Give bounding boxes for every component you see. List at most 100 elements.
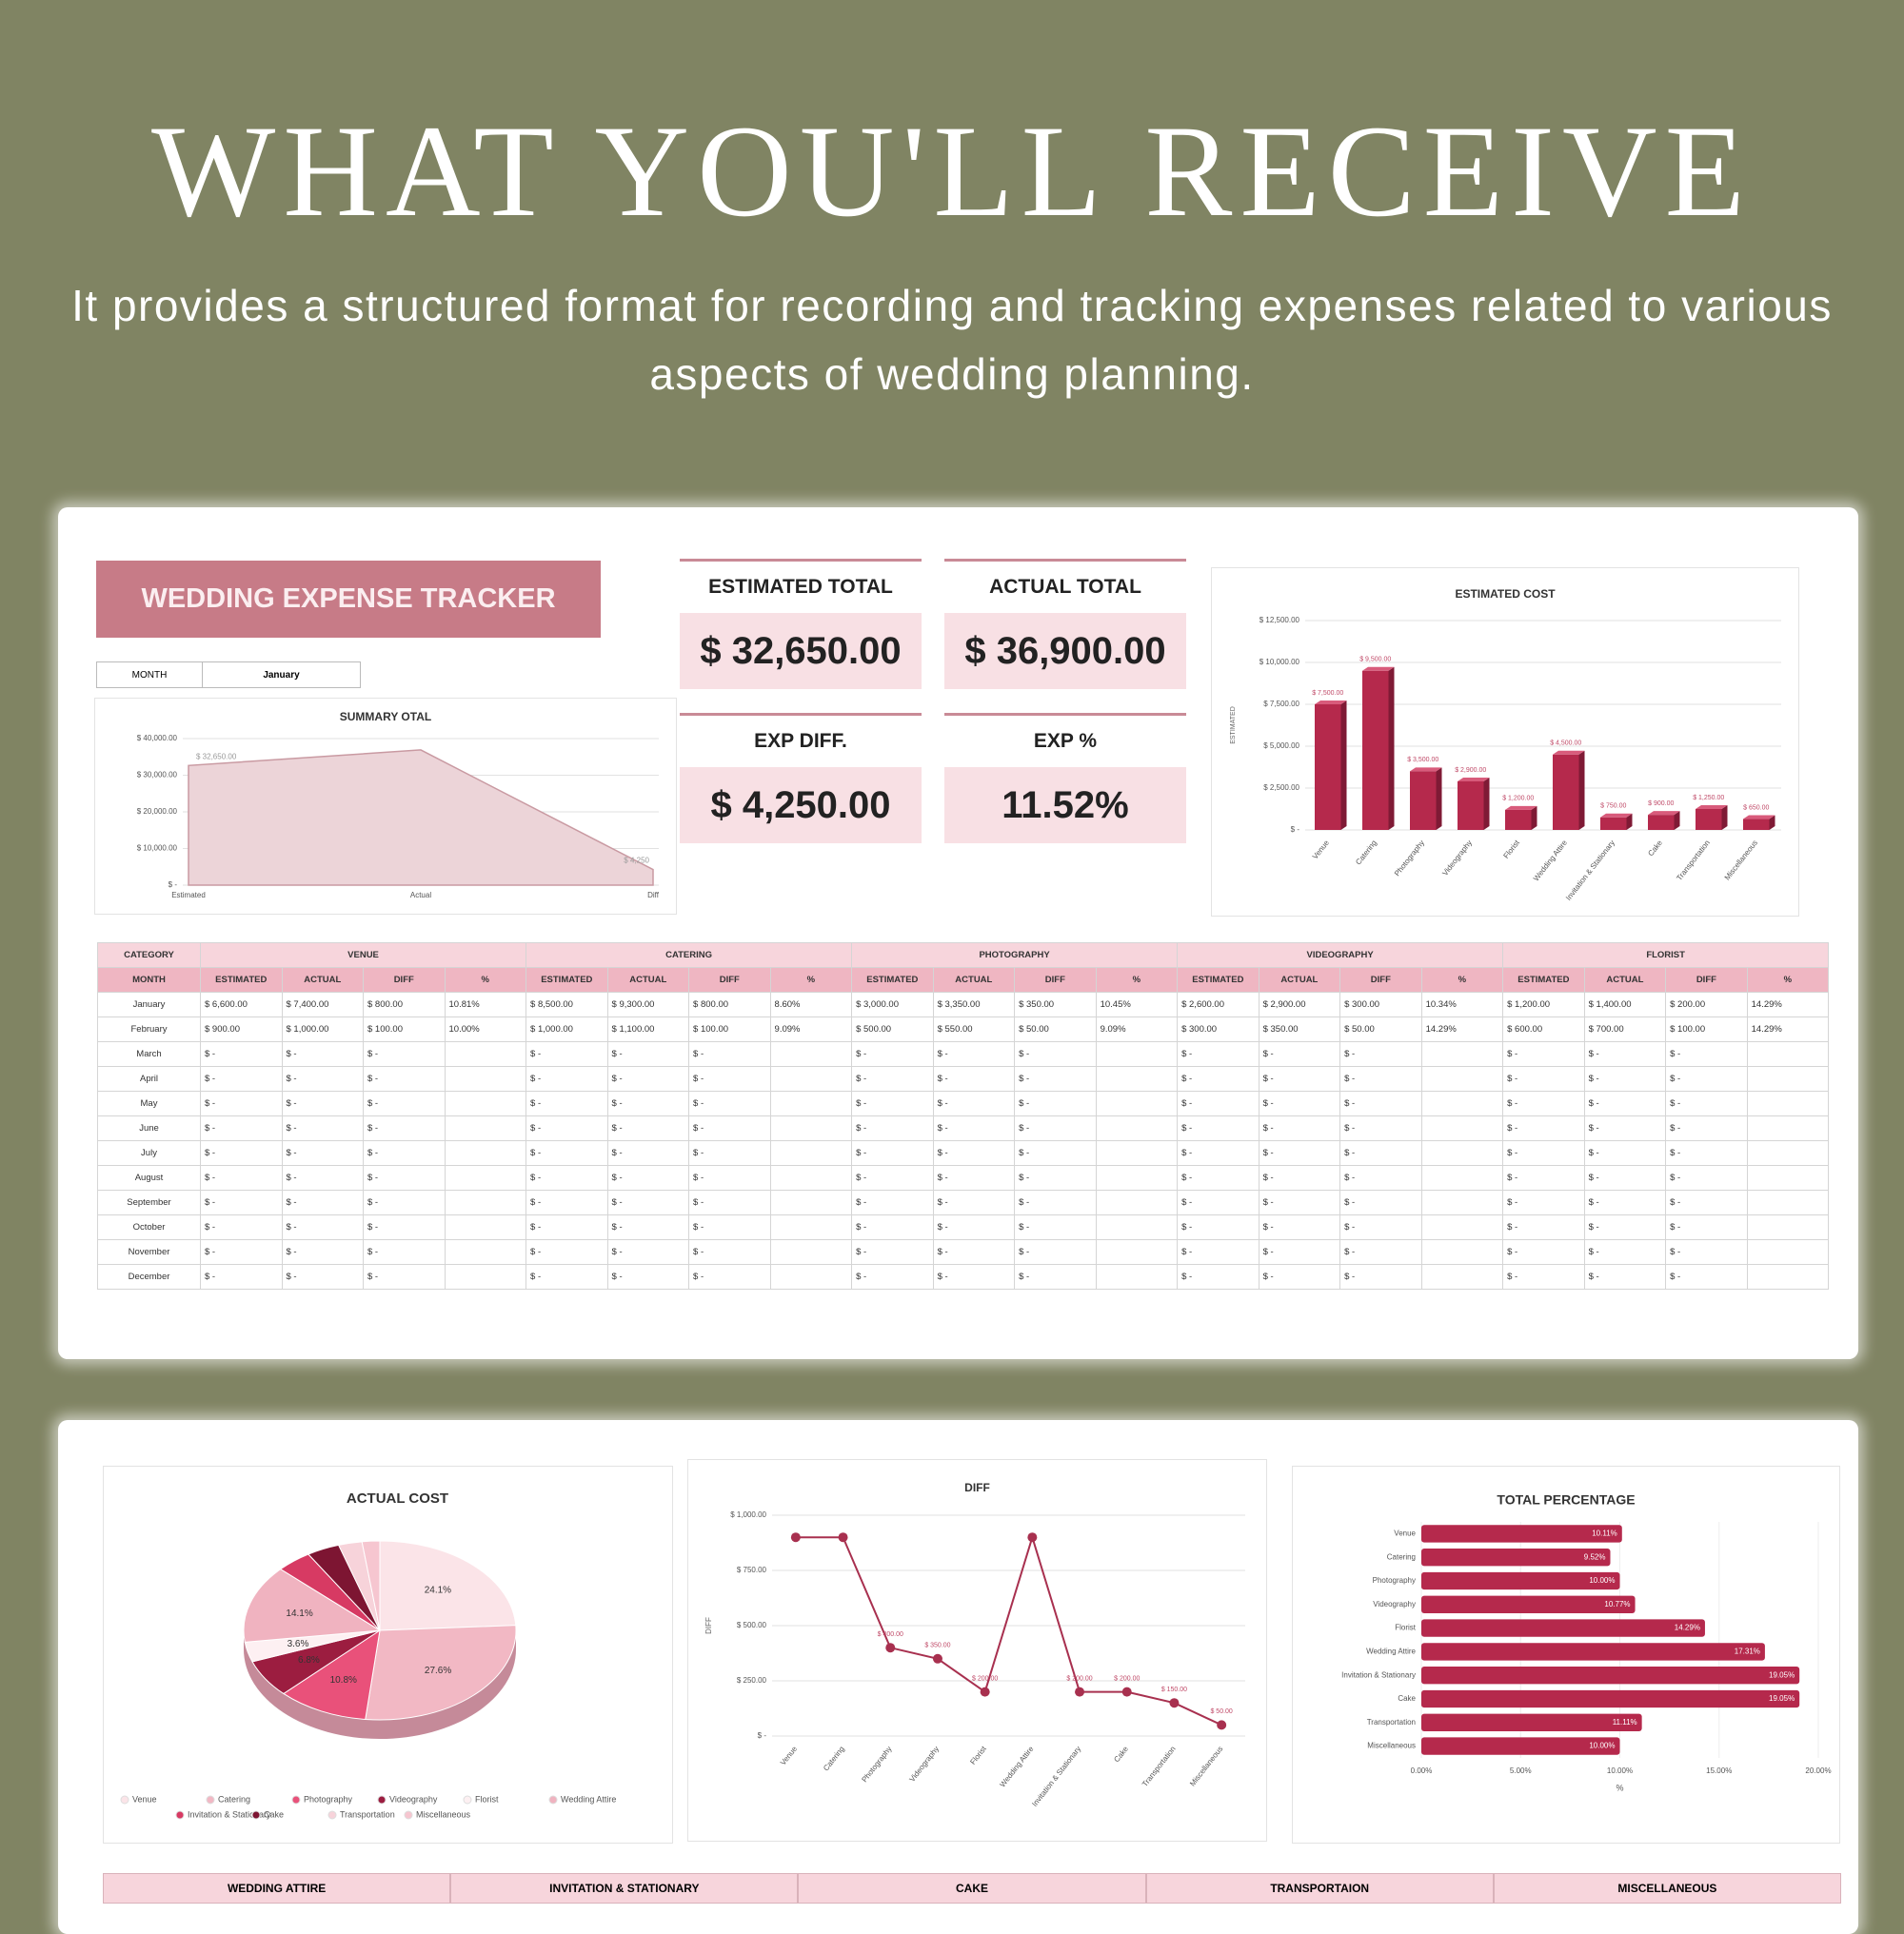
kpi-border — [680, 713, 922, 716]
x-tick-label: Transportation — [1140, 1745, 1178, 1788]
table-cell: $ - — [1258, 1214, 1341, 1240]
table-cell: $ - — [281, 1165, 364, 1191]
table-cell: $ - — [1339, 1041, 1422, 1067]
table-cell: $ 350.00 — [1258, 1016, 1341, 1042]
table-cell: $ - — [1339, 1264, 1422, 1290]
chart-title: SUMMARY OTAL — [340, 710, 431, 723]
table-cell: $ - — [851, 1091, 934, 1116]
data-label: 9.52% — [1584, 1552, 1606, 1561]
bar-top — [1743, 815, 1775, 819]
x-tick-label: Miscellaneous — [1188, 1745, 1224, 1787]
table-cell: $ - — [1339, 1066, 1422, 1092]
table-cell: $ - — [606, 1239, 690, 1265]
legend-swatch — [463, 1795, 472, 1805]
table-cell — [769, 1165, 853, 1191]
table-cell — [444, 1041, 527, 1067]
table-cell: $ - — [932, 1091, 1016, 1116]
table-cell — [769, 1214, 853, 1240]
table-cell: 10.34% — [1420, 992, 1504, 1017]
table-cell: $ - — [688, 1190, 771, 1215]
group-header: VENUE — [199, 942, 527, 968]
table-cell: $ 500.00 — [851, 1016, 934, 1042]
table-cell — [1095, 1165, 1179, 1191]
legend-swatch — [120, 1795, 129, 1805]
table-cell: $ - — [851, 1041, 934, 1067]
table-cell: $ - — [1177, 1214, 1259, 1240]
table-cell: $ - — [1014, 1165, 1097, 1191]
table-cell: $ - — [1502, 1115, 1585, 1141]
table-cell: $ - — [606, 1190, 690, 1215]
kpi-label: EXP DIFF. — [754, 730, 847, 752]
table-cell: $ - — [281, 1190, 364, 1215]
diff-chart: DIFF DIFF $ - $ 250.00 $ 500.00 $ 750.00 $ 1,0… — [687, 1459, 1267, 1842]
table-cell: $ 6,600.00 — [200, 992, 283, 1017]
x-tick-label: Diff — [647, 891, 660, 899]
month-cell: November — [97, 1239, 201, 1265]
x-tick-label: Wedding Attire — [999, 1745, 1036, 1789]
table-cell: $ - — [1014, 1264, 1097, 1290]
sub-header: ESTIMATED — [526, 967, 608, 993]
table-cell: $ - — [1258, 1165, 1341, 1191]
x-tick-label: 5.00% — [1510, 1766, 1532, 1775]
table-cell: $ - — [526, 1264, 608, 1290]
kpi-border — [680, 559, 922, 562]
y-tick-label: $ - — [169, 880, 178, 889]
bar-top — [1315, 701, 1347, 704]
table-cell: $ 8,500.00 — [526, 992, 608, 1017]
bar-side — [1674, 811, 1680, 830]
y-tick-label: Transportation — [1367, 1718, 1416, 1727]
y-tick-label: $ 10,000.00 — [1259, 658, 1300, 666]
table-cell: $ - — [851, 1264, 934, 1290]
table-cell: 14.29% — [1746, 992, 1830, 1017]
table-cell — [1746, 1115, 1830, 1141]
table-cell — [769, 1066, 853, 1092]
table-cell — [1746, 1140, 1830, 1166]
group-header: FLORIST — [1502, 942, 1830, 968]
actual-cost-chart: ACTUAL COST 24.1% 27.6% 10.8% 6.8% 3.6% 14.1% V… — [103, 1466, 673, 1844]
table-cell: $ - — [363, 1041, 446, 1067]
table-cell: $ - — [1502, 1214, 1585, 1240]
point — [980, 1687, 990, 1697]
table-cell: $ - — [1665, 1115, 1748, 1141]
month-value: January — [202, 661, 361, 688]
bar-side — [1769, 815, 1775, 830]
y-axis-title: DIFF — [704, 1617, 713, 1634]
table-cell: $ - — [1177, 1091, 1259, 1116]
y-tick-label: $ 500.00 — [737, 1621, 767, 1629]
data-label: $ 750.00 — [1600, 803, 1626, 810]
table-cell: $ 200.00 — [1665, 992, 1748, 1017]
legend-swatch — [206, 1795, 215, 1805]
point — [1027, 1532, 1038, 1543]
y-tick-label: $ 7,500.00 — [1263, 700, 1299, 708]
table-cell: $ - — [281, 1264, 364, 1290]
data-label: $ 200.00 — [972, 1675, 998, 1682]
x-tick-label: Florist — [1501, 838, 1521, 859]
legend-swatch — [327, 1810, 337, 1820]
y-tick-label: $ 750.00 — [737, 1566, 767, 1574]
point — [838, 1532, 848, 1543]
x-tick-label: Catering — [1354, 839, 1378, 866]
table-cell — [1095, 1214, 1179, 1240]
table-cell — [1420, 1041, 1504, 1067]
y-tick-label: $ 5,000.00 — [1263, 741, 1299, 750]
data-label: $ 50.00 — [1210, 1708, 1232, 1715]
table-cell: $ - — [1665, 1140, 1748, 1166]
group-header: TRANSPORTAION — [1145, 1873, 1494, 1904]
table-cell: $ 9,300.00 — [606, 992, 690, 1017]
sub-header: % — [1746, 967, 1830, 993]
x-tick-label: Venue — [779, 1745, 799, 1767]
table-cell — [1746, 1190, 1830, 1215]
table-cell: $ - — [606, 1066, 690, 1092]
x-tick-label: Invitation & Stationary — [1564, 839, 1616, 902]
data-label: 27.6% — [425, 1666, 451, 1676]
table-cell — [444, 1115, 527, 1141]
table-row: July $ - $ - $ - $ - $ - $ - $ - $ - $ - $ - $ - $ -… — [97, 1140, 1830, 1166]
data-label: $ 3,500.00 — [1407, 757, 1438, 763]
data-label: $ 400.00 — [878, 1631, 903, 1638]
bar-top — [1505, 805, 1537, 810]
table-cell: $ 300.00 — [1339, 992, 1422, 1017]
x-tick-label: Venue — [1311, 839, 1331, 861]
table-cell — [1095, 1115, 1179, 1141]
table-cell: $ - — [363, 1214, 446, 1240]
bar-top — [1458, 777, 1490, 781]
